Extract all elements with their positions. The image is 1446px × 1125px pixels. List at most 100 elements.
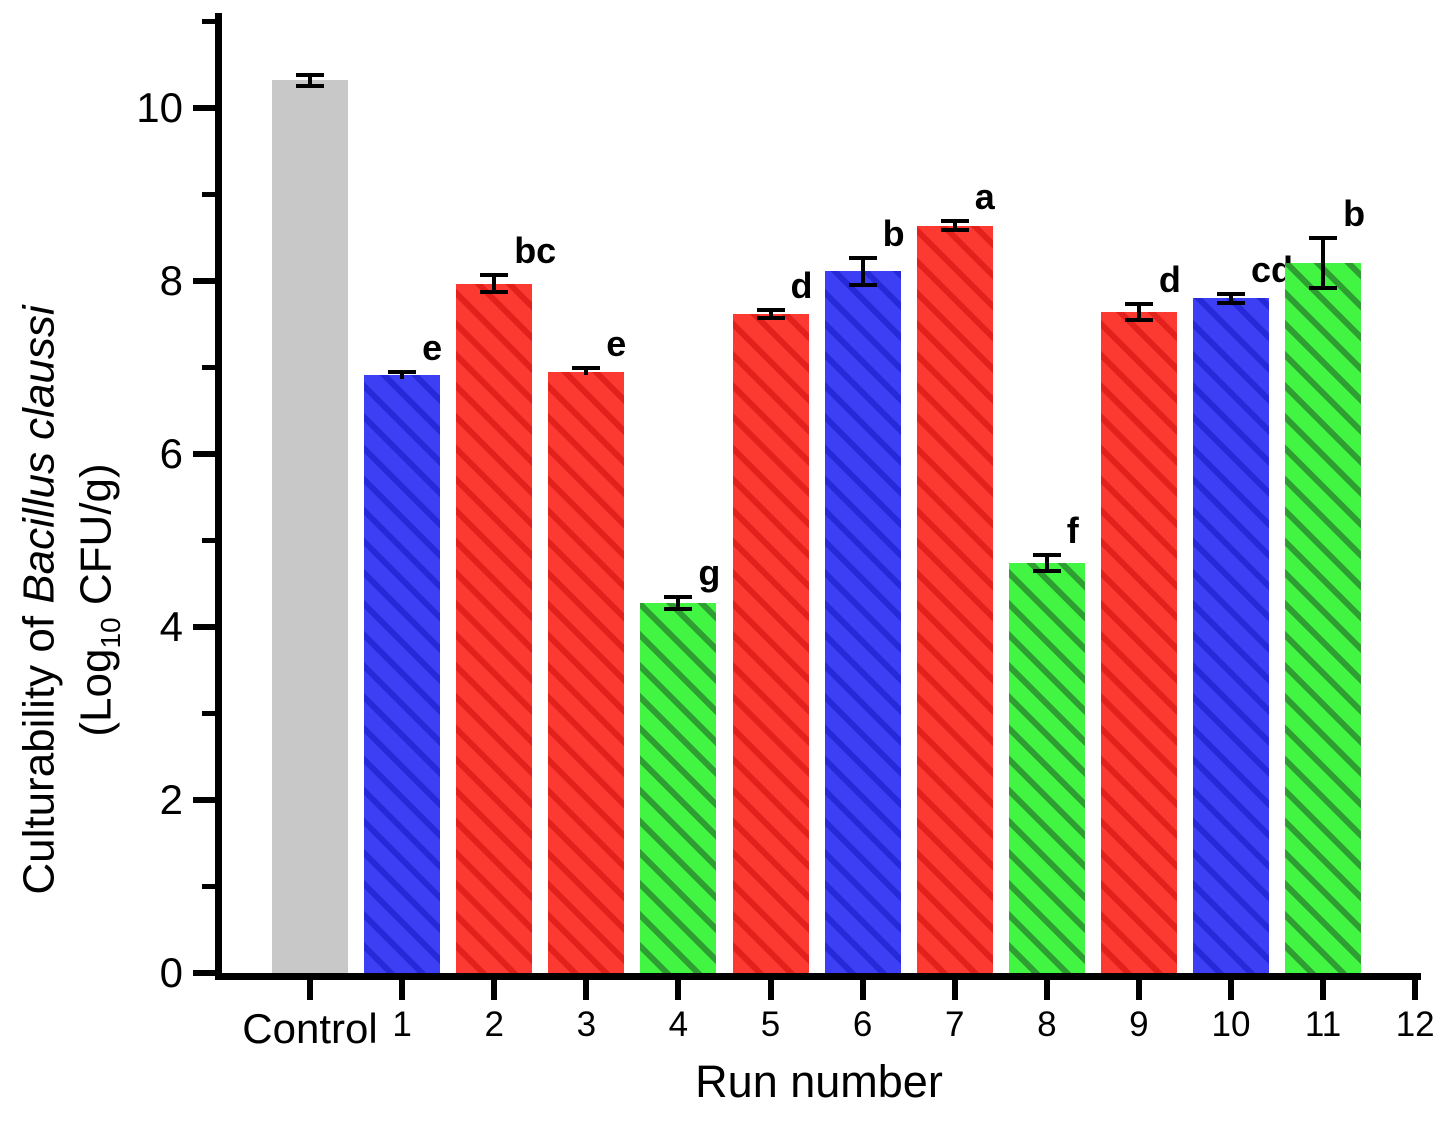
x-axis-tick xyxy=(583,980,590,1000)
y-axis-tick-label: 0 xyxy=(159,949,183,996)
bar-9 xyxy=(1100,312,1177,973)
bar-3 xyxy=(548,371,625,973)
significance-letter: b xyxy=(882,212,905,254)
bar-1 xyxy=(364,375,441,973)
y-axis-tick-label: 10 xyxy=(136,84,183,131)
error-bar-cap-bottom xyxy=(1309,285,1338,290)
error-bar-line xyxy=(768,309,773,319)
error-bar-cap-bottom xyxy=(848,283,877,288)
bar-5 xyxy=(732,313,809,973)
x-axis-tick-label: 8 xyxy=(1037,1005,1057,1044)
error-bar-line xyxy=(308,75,312,86)
error-bar-cap-top xyxy=(388,369,417,374)
x-axis-tick-label: 2 xyxy=(484,1005,504,1044)
error-bar-cap-bottom xyxy=(756,316,785,321)
error-bar-line xyxy=(860,257,865,286)
x-axis-line xyxy=(215,973,1421,980)
y-axis-minor-tick xyxy=(202,19,215,24)
x-axis-tick xyxy=(1135,980,1142,1000)
y-axis-major-tick xyxy=(193,105,215,111)
x-axis-tick xyxy=(675,980,682,1000)
error-bar-cap-top xyxy=(756,307,785,312)
error-bar-cap-top xyxy=(572,366,601,371)
bar-7 xyxy=(916,225,993,973)
x-axis-tick-label: 6 xyxy=(852,1005,873,1044)
error-bar-cap-top xyxy=(480,272,509,277)
error-bar-line xyxy=(400,371,405,379)
x-axis-title: Run number xyxy=(695,1056,943,1107)
error-bar-cap-top xyxy=(1309,235,1338,240)
x-axis-tick xyxy=(399,980,406,1000)
bar-control xyxy=(272,80,348,973)
y-axis-tick-label: 6 xyxy=(159,430,183,477)
bar-4 xyxy=(640,602,717,973)
error-bar-cap-bottom xyxy=(296,83,324,88)
error-bar-cap-top xyxy=(664,594,693,599)
significance-letter: e xyxy=(422,326,443,368)
x-axis-tick-label: 11 xyxy=(1304,1005,1342,1044)
significance-letter: e xyxy=(606,323,627,365)
y-axis-major-tick xyxy=(193,624,215,630)
error-bar-line xyxy=(492,274,497,293)
x-axis-tick-label: 9 xyxy=(1129,1005,1149,1044)
bar-8 xyxy=(1008,562,1085,973)
error-bar-line xyxy=(584,368,589,376)
y-axis-minor-tick xyxy=(202,884,215,889)
x-axis-tick xyxy=(1228,980,1234,1000)
y-axis-major-tick xyxy=(193,970,215,976)
x-axis-tick-label: 5 xyxy=(760,1005,781,1044)
significance-letter: g xyxy=(698,551,721,593)
x-axis-tick xyxy=(307,980,313,1000)
bar-10 xyxy=(1193,298,1269,973)
significance-letter: f xyxy=(1066,510,1079,552)
x-axis-tick-label: 3 xyxy=(576,1005,597,1044)
x-axis-tick-label: 10 xyxy=(1211,1005,1251,1044)
error-bar-cap-bottom xyxy=(664,606,693,611)
error-bar-line xyxy=(952,221,957,230)
x-axis-tick xyxy=(767,980,774,1000)
y-axis-minor-tick xyxy=(202,538,215,543)
error-bar-line xyxy=(1229,293,1233,303)
error-bar-cap-bottom xyxy=(480,290,509,295)
x-axis-tick xyxy=(491,980,498,1000)
x-axis-tick-label: 12 xyxy=(1395,1005,1435,1044)
y-axis-minor-tick xyxy=(202,711,215,716)
error-bar-line xyxy=(1044,555,1049,571)
significance-letter: d xyxy=(1158,259,1181,301)
error-bar-cap-bottom xyxy=(1217,300,1245,305)
bar-6 xyxy=(824,271,901,973)
x-axis-tick-label: Control xyxy=(242,1005,378,1052)
x-axis-tick xyxy=(1320,980,1327,1000)
error-bar-cap-top xyxy=(1124,302,1153,307)
significance-letter: d xyxy=(790,264,813,306)
error-bar-line xyxy=(1136,304,1141,320)
x-axis-tick xyxy=(951,980,958,1000)
y-axis-title-line1: Culturability of Bacillus claussi xyxy=(14,305,64,895)
error-bar-cap-top xyxy=(1032,553,1061,558)
significance-letter: bc xyxy=(514,229,557,271)
error-bar-cap-bottom xyxy=(1124,317,1153,322)
bar-2 xyxy=(456,283,533,973)
error-bar-line xyxy=(676,596,681,609)
error-bar-cap-top xyxy=(848,255,877,260)
x-axis-tick-label: 1 xyxy=(392,1005,412,1044)
y-axis-tick-label: 2 xyxy=(159,776,183,823)
y-axis-major-tick xyxy=(193,278,215,284)
error-bar-cap-top xyxy=(296,73,324,78)
y-axis-tick-label: 4 xyxy=(159,603,183,650)
error-bar-cap-top xyxy=(940,219,969,224)
x-axis-tick xyxy=(859,980,866,1000)
y-axis-major-tick xyxy=(193,797,215,803)
error-bar-cap-top xyxy=(1217,291,1245,296)
y-axis-line xyxy=(215,13,222,980)
y-axis-minor-tick xyxy=(202,192,215,197)
error-bar-cap-bottom xyxy=(1032,568,1061,573)
significance-letter: b xyxy=(1343,192,1366,234)
y-axis-major-tick xyxy=(193,451,215,457)
significance-letter: a xyxy=(974,176,995,218)
error-bar-cap-bottom xyxy=(940,227,969,232)
y-axis-tick-label: 8 xyxy=(159,257,183,304)
x-axis-tick xyxy=(1412,980,1419,1000)
x-axis-tick-label: 4 xyxy=(668,1005,689,1044)
